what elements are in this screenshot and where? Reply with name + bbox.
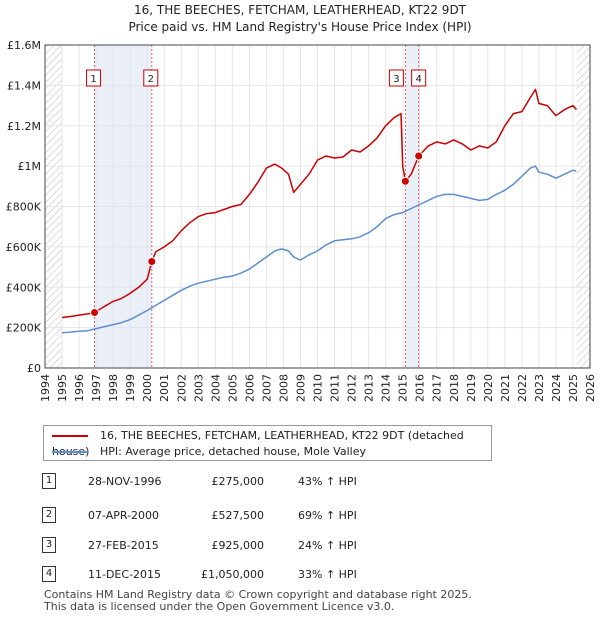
sale-label-box (86, 69, 102, 87)
x-tick-label: 2001 (158, 374, 171, 402)
x-tick-label: 2016 (414, 374, 427, 402)
sale-price: £925,000 (211, 539, 265, 552)
chart-subtitle: Price paid vs. HM Land Registry's House … (128, 20, 472, 34)
x-tick-label: 2022 (516, 374, 529, 402)
x-tick-label: 1994 (39, 374, 52, 402)
sale-number-badge: 2 (42, 507, 56, 523)
x-tick-label: 2018 (448, 374, 461, 402)
x-tick-label: 2025 (567, 374, 580, 402)
x-tick-label: 2012 (346, 374, 359, 402)
sale-date: 11-DEC-2015 (88, 568, 162, 581)
y-tick-label: £1.6M (7, 39, 41, 52)
x-tick-label: 2015 (397, 374, 410, 402)
sale-date: 07-APR-2000 (88, 509, 160, 522)
y-tick-label: £200K (6, 322, 42, 335)
x-tick-label: 2014 (380, 374, 393, 402)
x-tick-label: 1999 (124, 374, 137, 402)
x-tick-label: 2008 (277, 374, 290, 402)
sale-hpi-change: 33% ↑ HPI (298, 568, 357, 581)
sale-price: £1,050,000 (201, 568, 264, 581)
sale-point (400, 176, 410, 186)
y-tick-label: £1.4M (7, 79, 41, 92)
sale-number-badge: 3 (42, 537, 56, 553)
x-tick-label: 1995 (56, 374, 69, 402)
sale-price: £527,500 (211, 509, 265, 522)
sale-point (147, 257, 157, 267)
chart-title-line1: 16, THE BEECHES, FETCHAM, LEATHERHEAD, K… (133, 3, 467, 17)
sale-date: 27-FEB-2015 (88, 539, 159, 552)
x-tick-label: 2017 (431, 374, 444, 402)
y-tick-label: £400K (6, 281, 42, 294)
x-tick-label: 2010 (312, 374, 325, 402)
x-tick-label: 1997 (90, 374, 103, 402)
sale-label: 1 (90, 74, 96, 85)
x-tick-label: 2013 (363, 374, 376, 402)
x-tick-label: 1998 (107, 374, 120, 402)
x-tick-label: 2026 (584, 374, 597, 402)
x-tick-label: 2004 (209, 374, 222, 402)
x-tick-label: 2007 (260, 374, 273, 402)
x-tick-label: 2023 (533, 374, 546, 402)
x-tick-label: 2006 (243, 374, 256, 402)
y-tick-label: £0 (27, 362, 41, 375)
y-tick-label: £800K (6, 201, 42, 214)
plot-frame (44, 44, 591, 369)
x-tick-label: 2002 (175, 374, 188, 402)
sale-number-badge: 4 (42, 566, 56, 582)
sale-label-box (411, 69, 427, 87)
x-tick-label: 2011 (329, 374, 342, 402)
chart-title: 16, THE BEECHES, FETCHAM, LEATHERHEAD, K… (0, 2, 600, 36)
sale-point (414, 151, 424, 161)
sale-period-band (405, 45, 419, 368)
sale-hpi-change: 69% ↑ HPI (298, 509, 357, 522)
table-row: 3 27-FEB-2015 £925,000 24% ↑ HPI (40, 537, 460, 554)
sale-label: 2 (148, 74, 154, 85)
x-tick-label: 2019 (465, 374, 478, 402)
x-tick-label: 2020 (482, 374, 495, 402)
x-tick-label: 1996 (73, 374, 86, 402)
table-row: 2 07-APR-2000 £527,500 69% ↑ HPI (40, 507, 460, 524)
sale-hpi-change: 24% ↑ HPI (298, 539, 357, 552)
chart-plot: 1 2 3 4 £0 £200K £400K £600K £800K £1M £1.2M £1.4M… (6, 39, 597, 402)
legend-item-property: 16, THE BEECHES, FETCHAM, LEATHERHEAD, K… (52, 428, 491, 458)
sale-label: 4 (415, 74, 421, 85)
sale-label-box (388, 69, 404, 87)
y-tick-label: £1M (18, 160, 42, 173)
sale-hpi-change: 43% ↑ HPI (298, 475, 357, 488)
sale-label: 3 (393, 74, 399, 85)
x-tick-label: 2005 (226, 374, 239, 402)
x-tick-label: 2021 (499, 374, 512, 402)
legend-item-hpi: HPI: Average price, detached house, Mole… (52, 444, 366, 460)
y-tick-label: £1.2M (7, 120, 41, 133)
y-tick-label: £600K (6, 241, 42, 254)
footer-attribution: Contains HM Land Registry data © Crown c… (44, 589, 472, 613)
table-row: 1 28-NOV-1996 £275,000 43% ↑ HPI (40, 473, 460, 490)
sale-date: 28-NOV-1996 (88, 475, 162, 488)
legend-swatch-hpi (52, 451, 88, 453)
x-tick-label: 2003 (192, 374, 205, 402)
x-tick-label: 2009 (294, 374, 307, 402)
sale-point (90, 307, 100, 317)
x-tick-label: 2000 (141, 374, 154, 402)
sale-number-badge: 1 (42, 473, 56, 489)
sale-label-box (143, 69, 159, 87)
footer-licence: This data is licensed under the Open Gov… (44, 600, 395, 613)
legend-swatch-property (52, 435, 88, 437)
sale-price: £275,000 (211, 475, 265, 488)
table-row: 4 11-DEC-2015 £1,050,000 33% ↑ HPI (40, 566, 460, 583)
legend-label-hpi: HPI: Average price, detached house, Mole… (100, 445, 366, 458)
sale-period-band (94, 45, 152, 368)
hpi-series-line (61, 165, 577, 334)
footer-copyright: Contains HM Land Registry data © Crown c… (44, 588, 472, 601)
x-tick-label: 2024 (550, 374, 563, 402)
chart-legend: 16, THE BEECHES, FETCHAM, LEATHERHEAD, K… (43, 425, 492, 461)
